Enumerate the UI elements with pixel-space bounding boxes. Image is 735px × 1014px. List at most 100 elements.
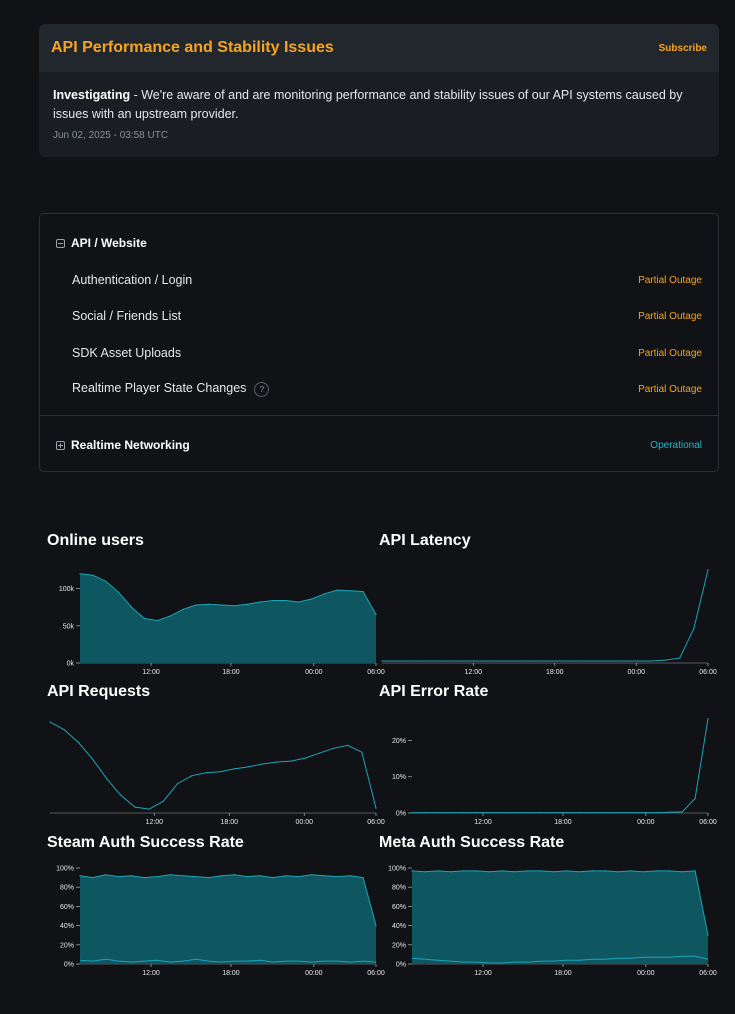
- expand-icon[interactable]: [56, 440, 65, 450]
- x-tick-label: 06:00: [699, 819, 717, 826]
- help-icon[interactable]: ?: [254, 381, 270, 397]
- data-point: [527, 870, 529, 872]
- x-tick-label: 06:00: [367, 819, 385, 826]
- data-point: [411, 812, 413, 814]
- data-point: [349, 875, 351, 877]
- metric-title-meta-auth: Meta Auth Success Rate: [379, 834, 565, 851]
- x-tick-label: 18:00: [221, 819, 239, 826]
- component-group-api-website[interactable]: API / Website: [40, 231, 718, 255]
- subscribe-button[interactable]: Subscribe: [658, 42, 707, 54]
- data-point: [424, 812, 426, 814]
- status-badge: Partial Outage: [638, 310, 702, 322]
- data-point: [318, 752, 320, 754]
- data-point: [246, 603, 248, 605]
- series-line: [79, 573, 377, 622]
- x-tick-label: 12:00: [142, 970, 160, 977]
- data-point: [693, 628, 695, 630]
- y-tick-label: 0%: [396, 811, 406, 818]
- x-tick-label: 06:00: [699, 669, 717, 676]
- series-line: [382, 569, 709, 662]
- data-point: [362, 591, 364, 593]
- x-tick-label: 12:00: [146, 819, 164, 826]
- incident-timestamp: Jun 02, 2025 - 03:58 UTC: [53, 130, 169, 141]
- data-point: [617, 871, 619, 873]
- data-point: [191, 775, 193, 777]
- data-point: [540, 870, 542, 872]
- data-point: [105, 874, 107, 876]
- data-point: [537, 660, 539, 662]
- data-point: [375, 925, 377, 927]
- x-tick-label: 18:00: [554, 970, 572, 977]
- data-point: [668, 811, 670, 813]
- data-point: [205, 772, 207, 774]
- series-area: [412, 870, 708, 964]
- data-point: [182, 875, 184, 877]
- component-name: Authentication / Login: [72, 273, 193, 287]
- data-point: [92, 877, 94, 879]
- x-tick-label: 12:00: [474, 819, 492, 826]
- data-point: [362, 877, 364, 879]
- group-name: Realtime Networking: [71, 438, 190, 452]
- data-point: [565, 660, 567, 662]
- data-point: [475, 812, 477, 814]
- data-point: [604, 812, 606, 814]
- data-point: [336, 876, 338, 878]
- y-tick-label: 20%: [392, 738, 406, 745]
- data-point: [622, 660, 624, 662]
- x-tick-label: 18:00: [222, 970, 240, 977]
- data-point: [298, 876, 300, 878]
- data-point: [381, 660, 383, 662]
- y-tick-label: 100%: [56, 866, 74, 873]
- data-point: [79, 573, 81, 575]
- data-point: [501, 812, 503, 814]
- data-point: [514, 871, 516, 873]
- components-panel: API / Website Authentication / Login Par…: [39, 213, 719, 472]
- y-tick-label: 40%: [392, 923, 406, 930]
- data-point: [276, 761, 278, 763]
- incident-update: Investigating - We're aware of and are m…: [39, 72, 719, 145]
- x-tick-label: 18:00: [546, 669, 564, 676]
- data-point: [450, 871, 452, 873]
- collapse-icon[interactable]: [56, 238, 65, 248]
- y-tick-label: 20%: [392, 942, 406, 949]
- data-point: [395, 660, 397, 662]
- data-point: [553, 871, 555, 873]
- status-badge: Operational: [650, 439, 702, 451]
- x-tick-label: 12:00: [474, 970, 492, 977]
- data-point: [118, 876, 120, 878]
- metric-title-api-error-rate: API Error Rate: [379, 683, 489, 700]
- data-point: [694, 797, 696, 800]
- y-tick-label: 80%: [60, 885, 74, 892]
- data-point: [262, 763, 264, 765]
- incident-header: API Performance and Stability Issues Sub…: [39, 24, 719, 72]
- data-point: [311, 598, 313, 600]
- data-point: [120, 794, 122, 796]
- chart-steam-auth: 0% 20% 40% 60% 80% 100% 12:00 18:00 00:00 06:00: [56, 866, 385, 978]
- data-point: [475, 870, 477, 872]
- data-point: [679, 657, 681, 659]
- data-point: [208, 877, 210, 879]
- series-line: [411, 870, 709, 936]
- incident-title[interactable]: API Performance and Stability Issues: [51, 39, 334, 56]
- data-point: [707, 934, 709, 936]
- data-point: [488, 871, 490, 873]
- data-point: [143, 877, 145, 879]
- series-line-low: [411, 955, 709, 964]
- data-point: [452, 660, 454, 662]
- incident-status: Investigating: [53, 88, 131, 102]
- data-point: [63, 729, 65, 731]
- data-point: [424, 871, 426, 873]
- data-point: [272, 877, 274, 879]
- data-point: [323, 875, 326, 877]
- data-point: [332, 747, 335, 749]
- component-authentication-login: Authentication / Login Partial Outage: [40, 268, 718, 292]
- component-name: Social / Friends List: [72, 309, 182, 323]
- chart-api-latency: 12:00 18:00 00:00 06:00: [381, 569, 717, 676]
- series-area: [80, 874, 376, 964]
- data-point: [304, 757, 306, 759]
- y-tick-label: 100%: [388, 866, 406, 873]
- x-tick-label: 00:00: [637, 819, 655, 826]
- component-group-realtime-networking[interactable]: Realtime Networking Operational: [40, 433, 718, 457]
- data-point: [630, 870, 632, 872]
- chart-api-error-rate: 0% 10% 20% 12:00 18:00 00:00 06:00: [392, 718, 717, 826]
